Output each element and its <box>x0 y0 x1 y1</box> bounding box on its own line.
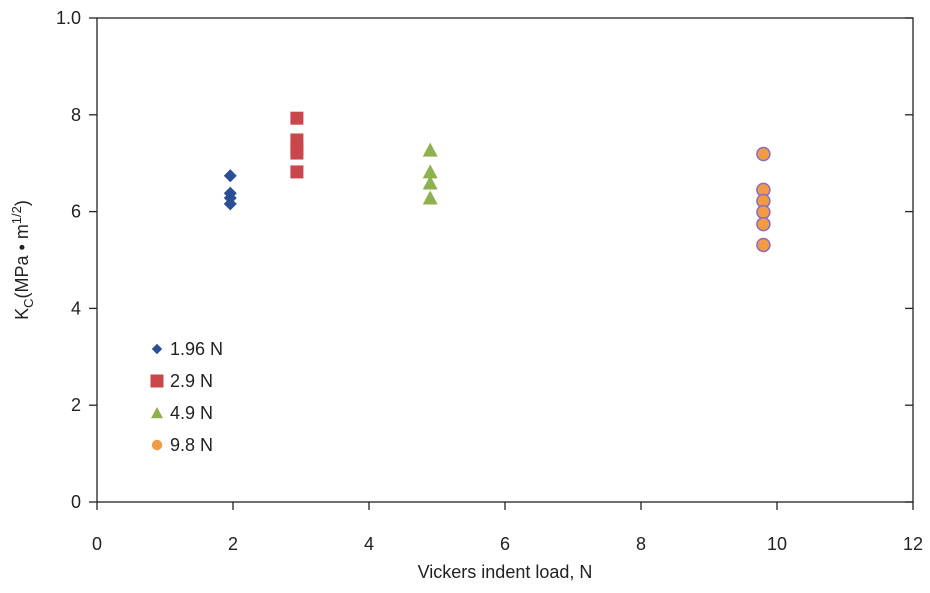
point <box>756 237 771 253</box>
y-tick-label: 0 <box>71 492 81 512</box>
legend-marker <box>151 439 163 451</box>
legend-label: 1.96 N <box>170 339 223 359</box>
point <box>756 146 771 162</box>
y-label-sub: C <box>21 298 36 307</box>
x-axis-label: Vickers indent load, N <box>418 562 593 582</box>
legend-label: 9.8 N <box>170 435 213 455</box>
y-tick-label: 6 <box>71 202 81 222</box>
y-label-mid: (MPa • m <box>12 224 32 298</box>
point <box>290 111 304 125</box>
plot-frame <box>96 17 914 503</box>
x-tick-label: 2 <box>228 534 238 554</box>
legend-marker <box>151 407 163 419</box>
y-tick-label: 2 <box>71 395 81 415</box>
x-tick-label: 6 <box>500 534 510 554</box>
point <box>756 216 771 232</box>
x-tick-label: 4 <box>364 534 374 554</box>
y-tick-label: 8 <box>71 105 81 125</box>
point <box>290 165 304 179</box>
y-label-main: K <box>12 308 32 320</box>
y-tick-label: 4 <box>71 298 81 318</box>
x-tick-label: 12 <box>903 534 923 554</box>
legend-marker <box>151 343 163 355</box>
point <box>422 164 438 179</box>
point <box>223 197 237 211</box>
y-tick-label: 1.0 <box>56 8 81 28</box>
legend-label: 4.9 N <box>170 403 213 423</box>
point <box>223 169 237 183</box>
point <box>422 190 438 205</box>
y-label-end: ) <box>12 200 32 206</box>
point <box>290 146 304 160</box>
y-label-sup: 1/2 <box>9 206 24 224</box>
point <box>422 142 438 157</box>
point <box>422 175 438 190</box>
x-tick-label: 10 <box>767 534 787 554</box>
x-tick-label: 8 <box>636 534 646 554</box>
legend-label: 2.9 N <box>170 371 213 391</box>
x-tick-label: 0 <box>92 534 102 554</box>
legend-marker <box>150 374 164 388</box>
y-axis-label: KC(MPa • m1/2) <box>9 200 36 320</box>
point <box>756 204 771 220</box>
